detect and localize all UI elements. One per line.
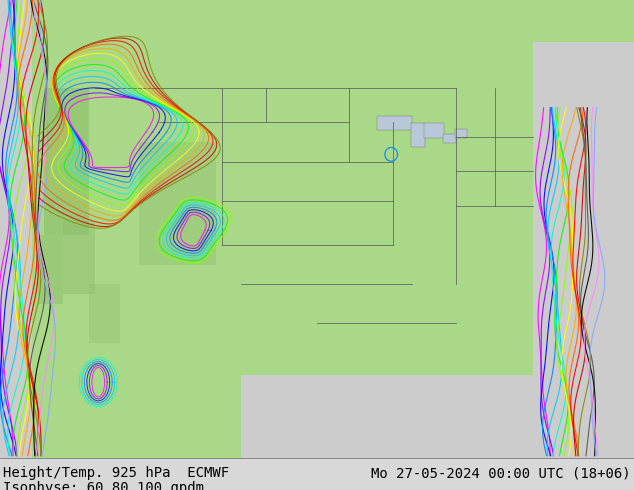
Bar [241, 375, 533, 458]
Bar [0, 458, 634, 490]
Text: Mo 27-05-2024 00:00 UTC (18+06): Mo 27-05-2024 00:00 UTC (18+06) [371, 466, 631, 481]
Bar [377, 116, 412, 130]
Bar [443, 134, 456, 143]
Bar [89, 284, 120, 343]
Text: Height/Temp. 925 hPa  ECMWF: Height/Temp. 925 hPa ECMWF [3, 466, 230, 481]
Bar [44, 88, 89, 235]
Bar [455, 129, 467, 138]
Bar [424, 123, 444, 138]
Bar [139, 142, 216, 265]
Text: Isophyse: 60 80 100 gpdm: Isophyse: 60 80 100 gpdm [3, 481, 204, 490]
Bar [0, 0, 32, 458]
Bar [533, 42, 634, 458]
Bar [38, 235, 63, 304]
Bar [63, 220, 95, 294]
Bar [411, 123, 425, 147]
